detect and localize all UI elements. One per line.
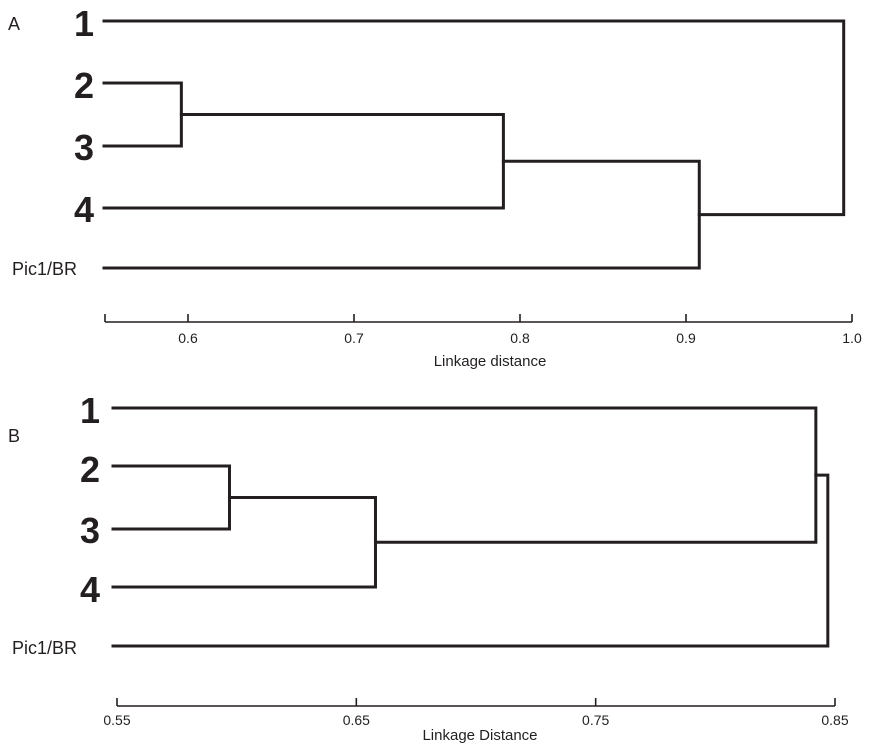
x-tick-label: 0.85: [821, 712, 848, 728]
x-tick-label: 0.6: [178, 330, 198, 346]
x-axis-title: Linkage distance: [434, 353, 547, 370]
leaf-label-pic1-br: Pic1/BR: [12, 259, 77, 279]
leaf-label-4: 4: [74, 189, 94, 230]
merge-link: [102, 19, 846, 217]
merge-link: [102, 113, 505, 210]
branch-group: [102, 19, 846, 270]
branch-group: [111, 406, 830, 648]
leaf-label-2: 2: [74, 65, 94, 106]
panel-label-a: A: [8, 14, 20, 34]
leaf-label-pic1-br: Pic1/BR: [12, 638, 77, 658]
leaf-label-4: 4: [80, 569, 100, 610]
panel-label-b: B: [8, 426, 20, 446]
x-tick-label: 0.9: [676, 330, 696, 346]
merge-link: [111, 464, 231, 531]
leaf-label-2: 2: [80, 449, 100, 490]
leaf-label-3: 3: [80, 510, 100, 551]
x-axis: 0.55 0.65 0.75 0.85: [103, 698, 849, 728]
x-tick-label: 0.75: [582, 712, 609, 728]
x-tick-label: 0.65: [343, 712, 370, 728]
panel-a: A 1 2 3 4 Pic1/BR 0.6 0.7 0.8 0.9 1.0 Linkag…: [8, 3, 862, 370]
merge-link: [102, 159, 701, 270]
merge-link: [111, 473, 830, 648]
merge-link: [102, 81, 183, 148]
leaf-label-1: 1: [74, 3, 94, 44]
x-tick-label: 0.8: [510, 330, 530, 346]
merge-link: [111, 406, 818, 544]
leaf-label-3: 3: [74, 127, 94, 168]
x-tick-label: 0.7: [344, 330, 364, 346]
x-axis-title: Linkage Distance: [422, 727, 537, 744]
x-axis: 0.6 0.7 0.8 0.9 1.0: [104, 314, 862, 346]
merge-link: [111, 496, 377, 589]
x-tick-label: 1.0: [842, 330, 862, 346]
leaf-label-1: 1: [80, 390, 100, 431]
x-tick-label: 0.55: [103, 712, 130, 728]
panel-b: B 1 2 3 4 Pic1/BR 0.55 0.65 0.75 0.85 Linka…: [8, 390, 849, 744]
